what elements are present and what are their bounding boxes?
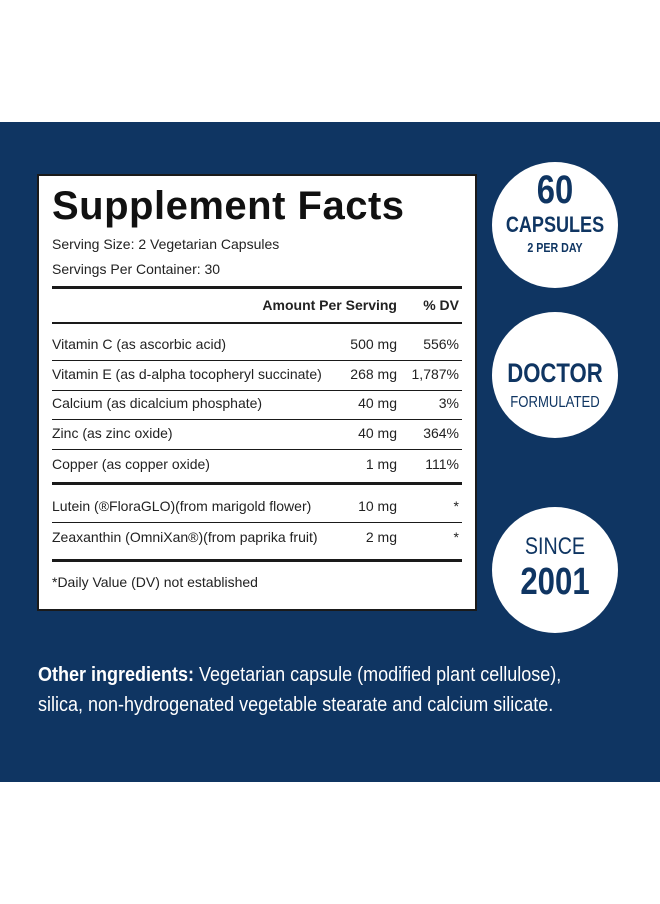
row-amount: 10 mg (358, 498, 397, 514)
row-name: Zinc (as zinc oxide) (52, 425, 173, 441)
row-dv: 556% (423, 336, 459, 352)
row-name: Lutein (®FloraGLO)(from marigold flower) (52, 498, 312, 514)
row-dv: 3% (438, 395, 459, 411)
rule (52, 322, 462, 324)
ingredients-text: Vegetarian capsule (modified plant cellu… (38, 664, 562, 716)
row-amount: 500 mg (350, 336, 397, 352)
rule (52, 390, 462, 391)
rule (52, 482, 462, 485)
badge-line1: FORMULATED (510, 394, 600, 411)
row-amount: 2 mg (365, 529, 397, 545)
footnote: *Daily Value (DV) not established (52, 574, 258, 590)
badge: DOCTOR FORMULATED (492, 312, 618, 438)
row-amount: 40 mg (358, 395, 397, 411)
badge-line1: CAPSULES (505, 212, 605, 237)
row-name: Vitamin E (as d-alpha tocopheryl succina… (52, 366, 322, 382)
servings-per-container: Servings Per Container: 30 (52, 261, 221, 277)
row-name: Zeaxanthin (OmniXan®)(from paprika fruit… (52, 529, 318, 545)
row-amount: 1 mg (365, 456, 397, 472)
rule (52, 449, 462, 450)
badge-line1: SINCE (524, 533, 586, 560)
badge-line2: 2 PER DAY (527, 240, 583, 255)
other-ingredients: Other ingredients: Vegetarian capsule (m… (38, 660, 578, 720)
badge-big: 60 (536, 168, 574, 212)
rule (52, 286, 462, 289)
ingredients-label: Other ingredients: (38, 664, 195, 686)
badge-big: DOCTOR (507, 358, 603, 388)
serving-size: Serving Size: 2 Vegetarian Capsules (52, 236, 280, 252)
amount-header: Amount Per Serving (262, 297, 397, 313)
badge: 60 CAPSULES 2 PER DAY (492, 162, 618, 288)
row-dv: 111% (425, 456, 459, 472)
rule (52, 522, 462, 523)
row-name: Vitamin C (as ascorbic acid) (52, 336, 227, 352)
row-name: Copper (as copper oxide) (52, 456, 210, 472)
row-name: Calcium (as dicalcium phosphate) (52, 395, 263, 411)
rule (52, 419, 462, 420)
facts-title: Supplement Facts (52, 184, 405, 228)
row-amount: 268 mg (350, 366, 397, 382)
badge: SINCE 2001 (492, 507, 618, 633)
facts-panel: Supplement Facts Serving Size: 2 Vegetar… (37, 174, 477, 611)
row-dv: * (453, 498, 459, 514)
rule (52, 559, 462, 562)
badge-big: 2001 (520, 561, 590, 603)
row-amount: 40 mg (358, 425, 397, 441)
row-dv: * (453, 529, 459, 545)
row-dv: 364% (423, 425, 459, 441)
row-dv: 1,787% (411, 366, 459, 382)
dv-header: % DV (423, 297, 459, 313)
rule (52, 360, 462, 361)
